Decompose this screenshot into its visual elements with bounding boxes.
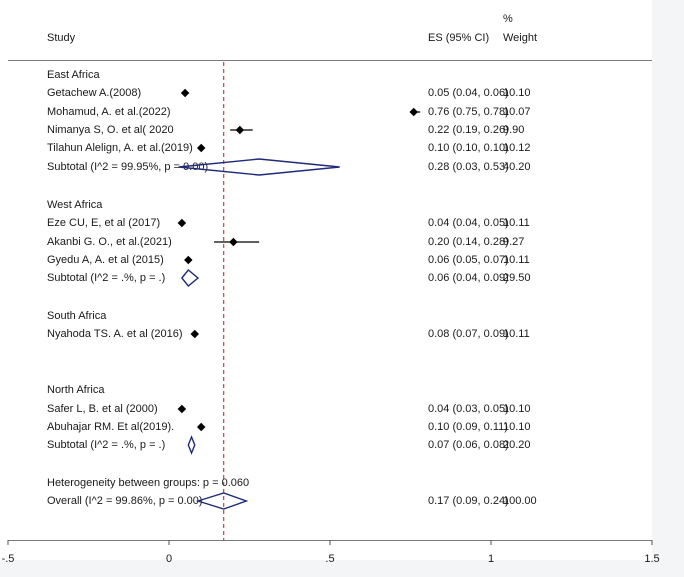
study-weight: 10.10	[503, 421, 531, 433]
subtotal-es: 0.28 (0.03, 0.53)	[428, 161, 509, 173]
study-row: Gyedu A, A. et al (2015) 0.06 (0.05, 0.0…	[0, 251, 684, 269]
study-point-marker	[184, 255, 193, 265]
study-weight: 10.11	[503, 217, 530, 229]
study-row: Nyahoda TS. A. et al (2016) 0.08 (0.07, …	[0, 325, 684, 343]
group-title-north-africa: North Africa	[47, 384, 105, 396]
study-es: 0.10 (0.09, 0.11)	[428, 421, 508, 433]
study-row: Abuhajar RM. Et al(2019). 0.10 (0.09, 0.…	[0, 418, 684, 436]
x-axis-tick-label: .5	[325, 553, 334, 565]
subtotal-label: Subtotal (I^2 = .%, p = .)	[47, 439, 166, 451]
study-row: Safer L, B. et al (2000) 0.04 (0.03, 0.0…	[0, 400, 684, 418]
group-title-south-africa: South Africa	[47, 310, 107, 322]
subtotal-weight: 29.50	[503, 272, 531, 284]
subtotal-es: 0.07 (0.06, 0.08)	[428, 439, 509, 451]
study-es: 0.06 (0.05, 0.07)	[428, 254, 509, 266]
subtotal-es: 0.06 (0.04, 0.09)	[428, 272, 509, 284]
study-es: 0.08 (0.07, 0.09)	[428, 328, 509, 340]
study-es: 0.20 (0.14, 0.28)	[428, 236, 509, 248]
study-weight: 10.07	[503, 106, 531, 118]
study-point-marker	[196, 143, 206, 153]
window-frame-bottom	[0, 560, 684, 577]
study-weight: 10.10	[503, 87, 531, 99]
study-label: Tilahun Alelign, A. et al.(2019)	[47, 142, 193, 154]
overall-weight: 100.00	[503, 495, 537, 507]
study-label: Akanbi G. O., et al.(2021)	[47, 236, 172, 248]
study-es: 0.10 (0.10, 0.10)	[428, 142, 509, 154]
header-divider	[8, 60, 652, 61]
heterogeneity-text: Heterogeneity between groups: p = 0.060	[47, 477, 250, 489]
weight-column-header: Weight	[503, 32, 538, 44]
study-label: Mohamud, A. et al.(2022)	[47, 106, 171, 118]
pooled-estimate-diamond	[178, 158, 340, 176]
x-axis-tick-label: -.5	[2, 553, 15, 565]
study-label: Nyahoda TS. A. et al (2016)	[47, 328, 183, 340]
study-label: Getachew A.(2008)	[47, 87, 142, 99]
subtotal-weight: 40.20	[503, 161, 531, 173]
study-weight: 9.90	[503, 124, 525, 136]
study-label: Eze CU, E, et al (2017)	[47, 217, 161, 229]
study-point-marker	[180, 88, 190, 98]
study-row: Getachew A.(2008) 0.05 (0.04, 0.06) 10.1…	[0, 84, 684, 102]
overall-label: Overall (I^2 = 99.86%, p = 0.00)	[47, 495, 203, 507]
study-label: Safer L, B. et al (2000)	[47, 403, 158, 415]
study-es: 0.22 (0.19, 0.26)	[428, 124, 509, 136]
study-es: 0.76 (0.75, 0.78)	[428, 106, 509, 118]
subtotal-label: Subtotal (I^2 = 99.95%, p = 0.00)	[47, 161, 209, 173]
study-point-marker	[229, 237, 238, 247]
x-axis-tick-label: 1.5	[644, 553, 659, 565]
study-es: 0.04 (0.04, 0.05)	[428, 217, 509, 229]
study-point-marker	[177, 218, 187, 228]
x-axis-tick-label: 1	[488, 553, 494, 565]
subtotal-row: Subtotal (I^2 = .%, p = .) 0.07 (0.06, 0…	[0, 436, 684, 454]
plot-panel	[8, 0, 652, 540]
study-point-marker	[235, 125, 245, 135]
subtotal-row: Subtotal (I^2 = .%, p = .) 0.06 (0.04, 0…	[0, 269, 684, 287]
study-point-marker	[409, 107, 418, 117]
study-row: Tilahun Alelign, A. et al.(2019) 0.10 (0…	[0, 139, 684, 157]
pooled-estimate-diamond	[180, 269, 200, 287]
study-row: Akanbi G. O., et al.(2021) 0.20 (0.14, 0…	[0, 233, 684, 251]
weight-percent-header: %	[503, 13, 513, 25]
study-weight: 9.27	[503, 236, 525, 248]
study-es: 0.05 (0.04, 0.06)	[428, 87, 509, 99]
pooled-estimate-diamond	[195, 492, 249, 510]
study-row: Mohamud, A. et al.(2022) 0.76 (0.75, 0.7…	[0, 103, 684, 121]
study-weight: 10.11	[503, 328, 530, 340]
study-row: Nimanya S, O. et al( 2020 0.22 (0.19, 0.…	[0, 121, 684, 139]
study-weight: 10.12	[503, 142, 531, 154]
study-weight: 10.10	[503, 403, 531, 415]
subtotal-row: Subtotal (I^2 = 99.95%, p = 0.00) 0.28 (…	[0, 158, 684, 176]
study-point-marker	[177, 404, 187, 414]
overall-es: 0.17 (0.09, 0.24)	[428, 495, 509, 507]
study-es: 0.04 (0.03, 0.05)	[428, 403, 509, 415]
study-point-marker	[196, 422, 206, 432]
pooled-estimate-diamond	[187, 435, 196, 455]
study-weight: 10.11	[503, 254, 530, 266]
study-label: Abuhajar RM. Et al(2019).	[47, 421, 175, 433]
study-column-header: Study	[47, 32, 76, 44]
subtotal-label: Subtotal (I^2 = .%, p = .)	[47, 272, 166, 284]
overall-row: Overall (I^2 = 99.86%, p = 0.00) 0.17 (0…	[0, 492, 684, 510]
group-title-west-africa: West Africa	[47, 199, 103, 211]
x-axis-tick-label: 0	[166, 553, 172, 565]
es-column-header: ES (95% CI)	[428, 32, 490, 44]
study-label: Nimanya S, O. et al( 2020	[47, 124, 174, 136]
study-label: Gyedu A, A. et al (2015)	[47, 254, 164, 266]
subtotal-weight: 20.20	[503, 439, 531, 451]
window-frame-right	[652, 0, 684, 577]
study-row: Eze CU, E, et al (2017) 0.04 (0.04, 0.05…	[0, 214, 684, 232]
group-title-east-africa: East Africa	[47, 69, 100, 81]
study-point-marker	[190, 329, 200, 339]
